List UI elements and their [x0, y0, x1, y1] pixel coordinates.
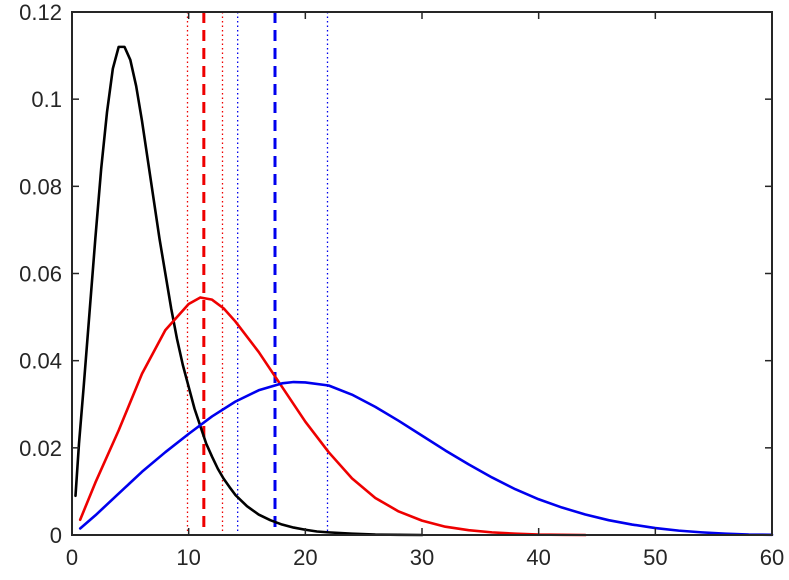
y-tick-label: 0.04	[19, 349, 62, 374]
x-tick-label: 40	[526, 545, 550, 570]
series-line-0	[74, 45, 424, 537]
series-line-2	[78, 380, 774, 537]
y-tick-label: 0	[50, 523, 62, 548]
y-tick-label: 0.08	[19, 174, 62, 199]
x-tick-label: 10	[176, 545, 200, 570]
y-tick-label: 0.1	[31, 87, 62, 112]
x-tick-label: 30	[410, 545, 434, 570]
plot-frame	[71, 11, 773, 536]
x-tick-label: 50	[643, 545, 667, 570]
vertical-reference-lines	[186, 12, 329, 535]
y-tick-label: 0.06	[19, 262, 62, 287]
series-lines	[74, 45, 774, 537]
x-tick-label: 0	[66, 545, 78, 570]
series-line-1	[78, 296, 587, 537]
x-axis-ticks: 0 10 20 30 40 50 60	[66, 12, 784, 570]
x-tick-label: 20	[293, 545, 317, 570]
y-axis-ticks: 0 0.02 0.04 0.06 0.08 0.1 0.12	[19, 0, 772, 548]
y-tick-label: 0.02	[19, 436, 62, 461]
y-tick-label: 0.12	[19, 0, 62, 25]
x-tick-label: 60	[760, 545, 784, 570]
